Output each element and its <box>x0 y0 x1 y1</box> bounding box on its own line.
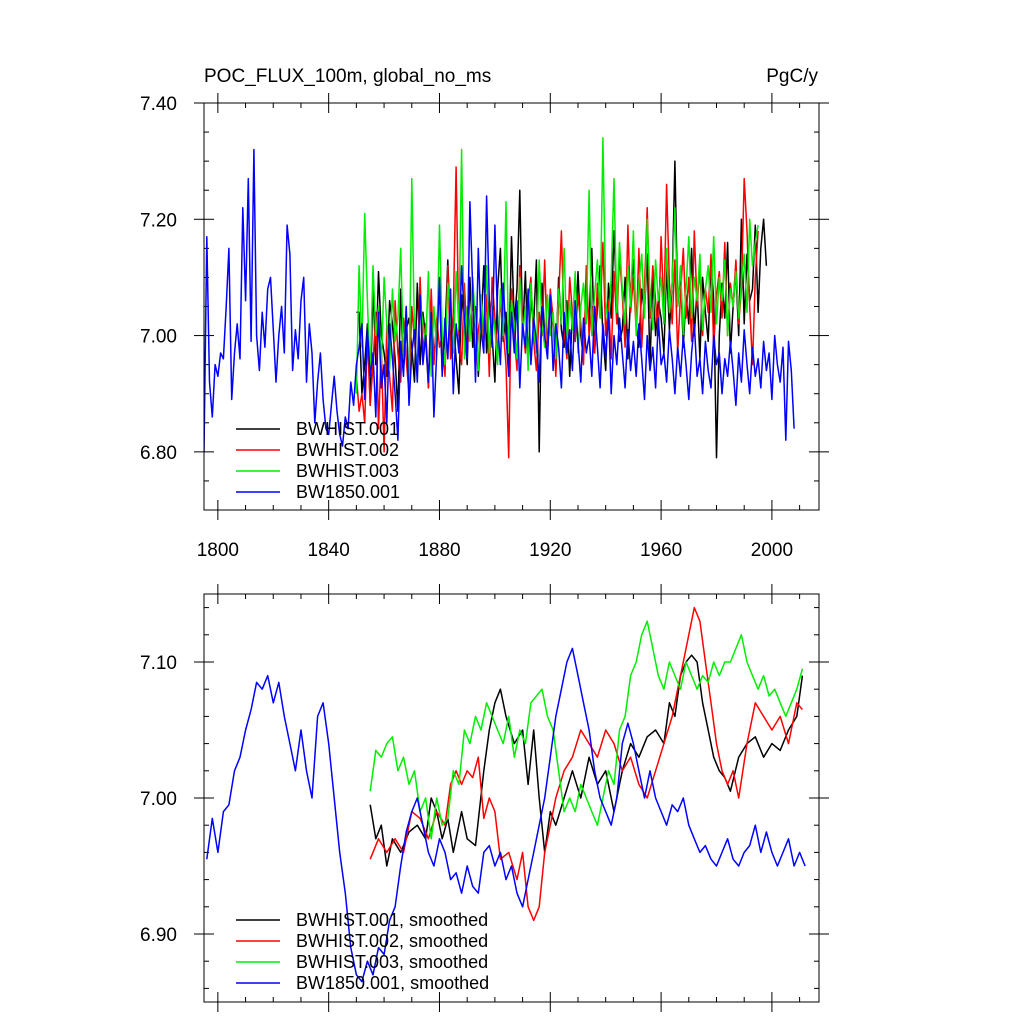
bottom-series-line-0 <box>369 654 804 867</box>
top-ytick-label: 7.00 <box>140 327 177 348</box>
top-series-clip <box>204 137 795 459</box>
top-legend-label-1: BWHIST.002 <box>296 440 399 460</box>
bottom-series-line-3 <box>206 647 806 983</box>
top-title-right: PgC/y <box>766 66 818 87</box>
top-plot-frame <box>203 102 820 511</box>
bottom-legend: BWHIST.001, smoothed BWHIST.002, smoothe… <box>236 910 489 993</box>
top-ytick-label: 7.20 <box>140 210 177 231</box>
bottom-panel: 6.90 7.00 7.10 BWHIST.001, smoothed BWHIST… <box>140 584 829 1012</box>
top-xtick-label: 1920 <box>529 540 571 561</box>
top-series-group <box>204 137 795 459</box>
top-xtick-label: 1960 <box>640 540 682 561</box>
top-title-left: POC_FLUX_100m, global_no_ms <box>204 66 491 87</box>
top-ytick-label: 6.80 <box>140 443 177 464</box>
top-xtick-label: 1840 <box>308 540 350 561</box>
bottom-ticks: 6.90 7.00 7.10 <box>140 584 829 1012</box>
bottom-legend-label-3: BW1850.001, smoothed <box>296 973 489 993</box>
bottom-ytick-label: 7.10 <box>140 653 177 674</box>
top-series-line-2 <box>355 137 759 395</box>
bottom-legend-label-1: BWHIST.002, smoothed <box>296 931 488 951</box>
top-xtick-label: 2000 <box>751 540 793 561</box>
top-series-line-3 <box>204 148 795 452</box>
bottom-series-line-2 <box>369 620 804 840</box>
top-legend-label-2: BWHIST.003 <box>296 461 399 481</box>
top-ticks: 1800 1840 1880 1920 1960 2000 6.80 7.00 7.20 7.40 <box>140 93 829 561</box>
bottom-legend-label-0: BWHIST.001, smoothed <box>296 910 488 930</box>
top-xtick-label: 1880 <box>418 540 460 561</box>
bottom-series-group <box>206 606 806 983</box>
top-legend: BWHIST.001 BWHIST.002 BWHIST.003 BW1850.… <box>236 419 400 502</box>
top-ytick-label: 7.40 <box>140 94 177 115</box>
bottom-plot-frame <box>203 593 820 1003</box>
top-panel: POC_FLUX_100m, global_no_ms PgC/y 1800 18… <box>140 66 829 561</box>
bottom-ytick-label: 7.00 <box>140 789 177 810</box>
bottom-series-clip <box>206 606 806 983</box>
top-legend-label-3: BW1850.001 <box>296 482 400 502</box>
top-legend-label-0: BWHIST.001 <box>296 419 399 439</box>
top-xtick-label: 1800 <box>197 540 239 561</box>
bottom-legend-label-2: BWHIST.003, smoothed <box>296 952 488 972</box>
bottom-ytick-label: 6.90 <box>140 925 177 946</box>
